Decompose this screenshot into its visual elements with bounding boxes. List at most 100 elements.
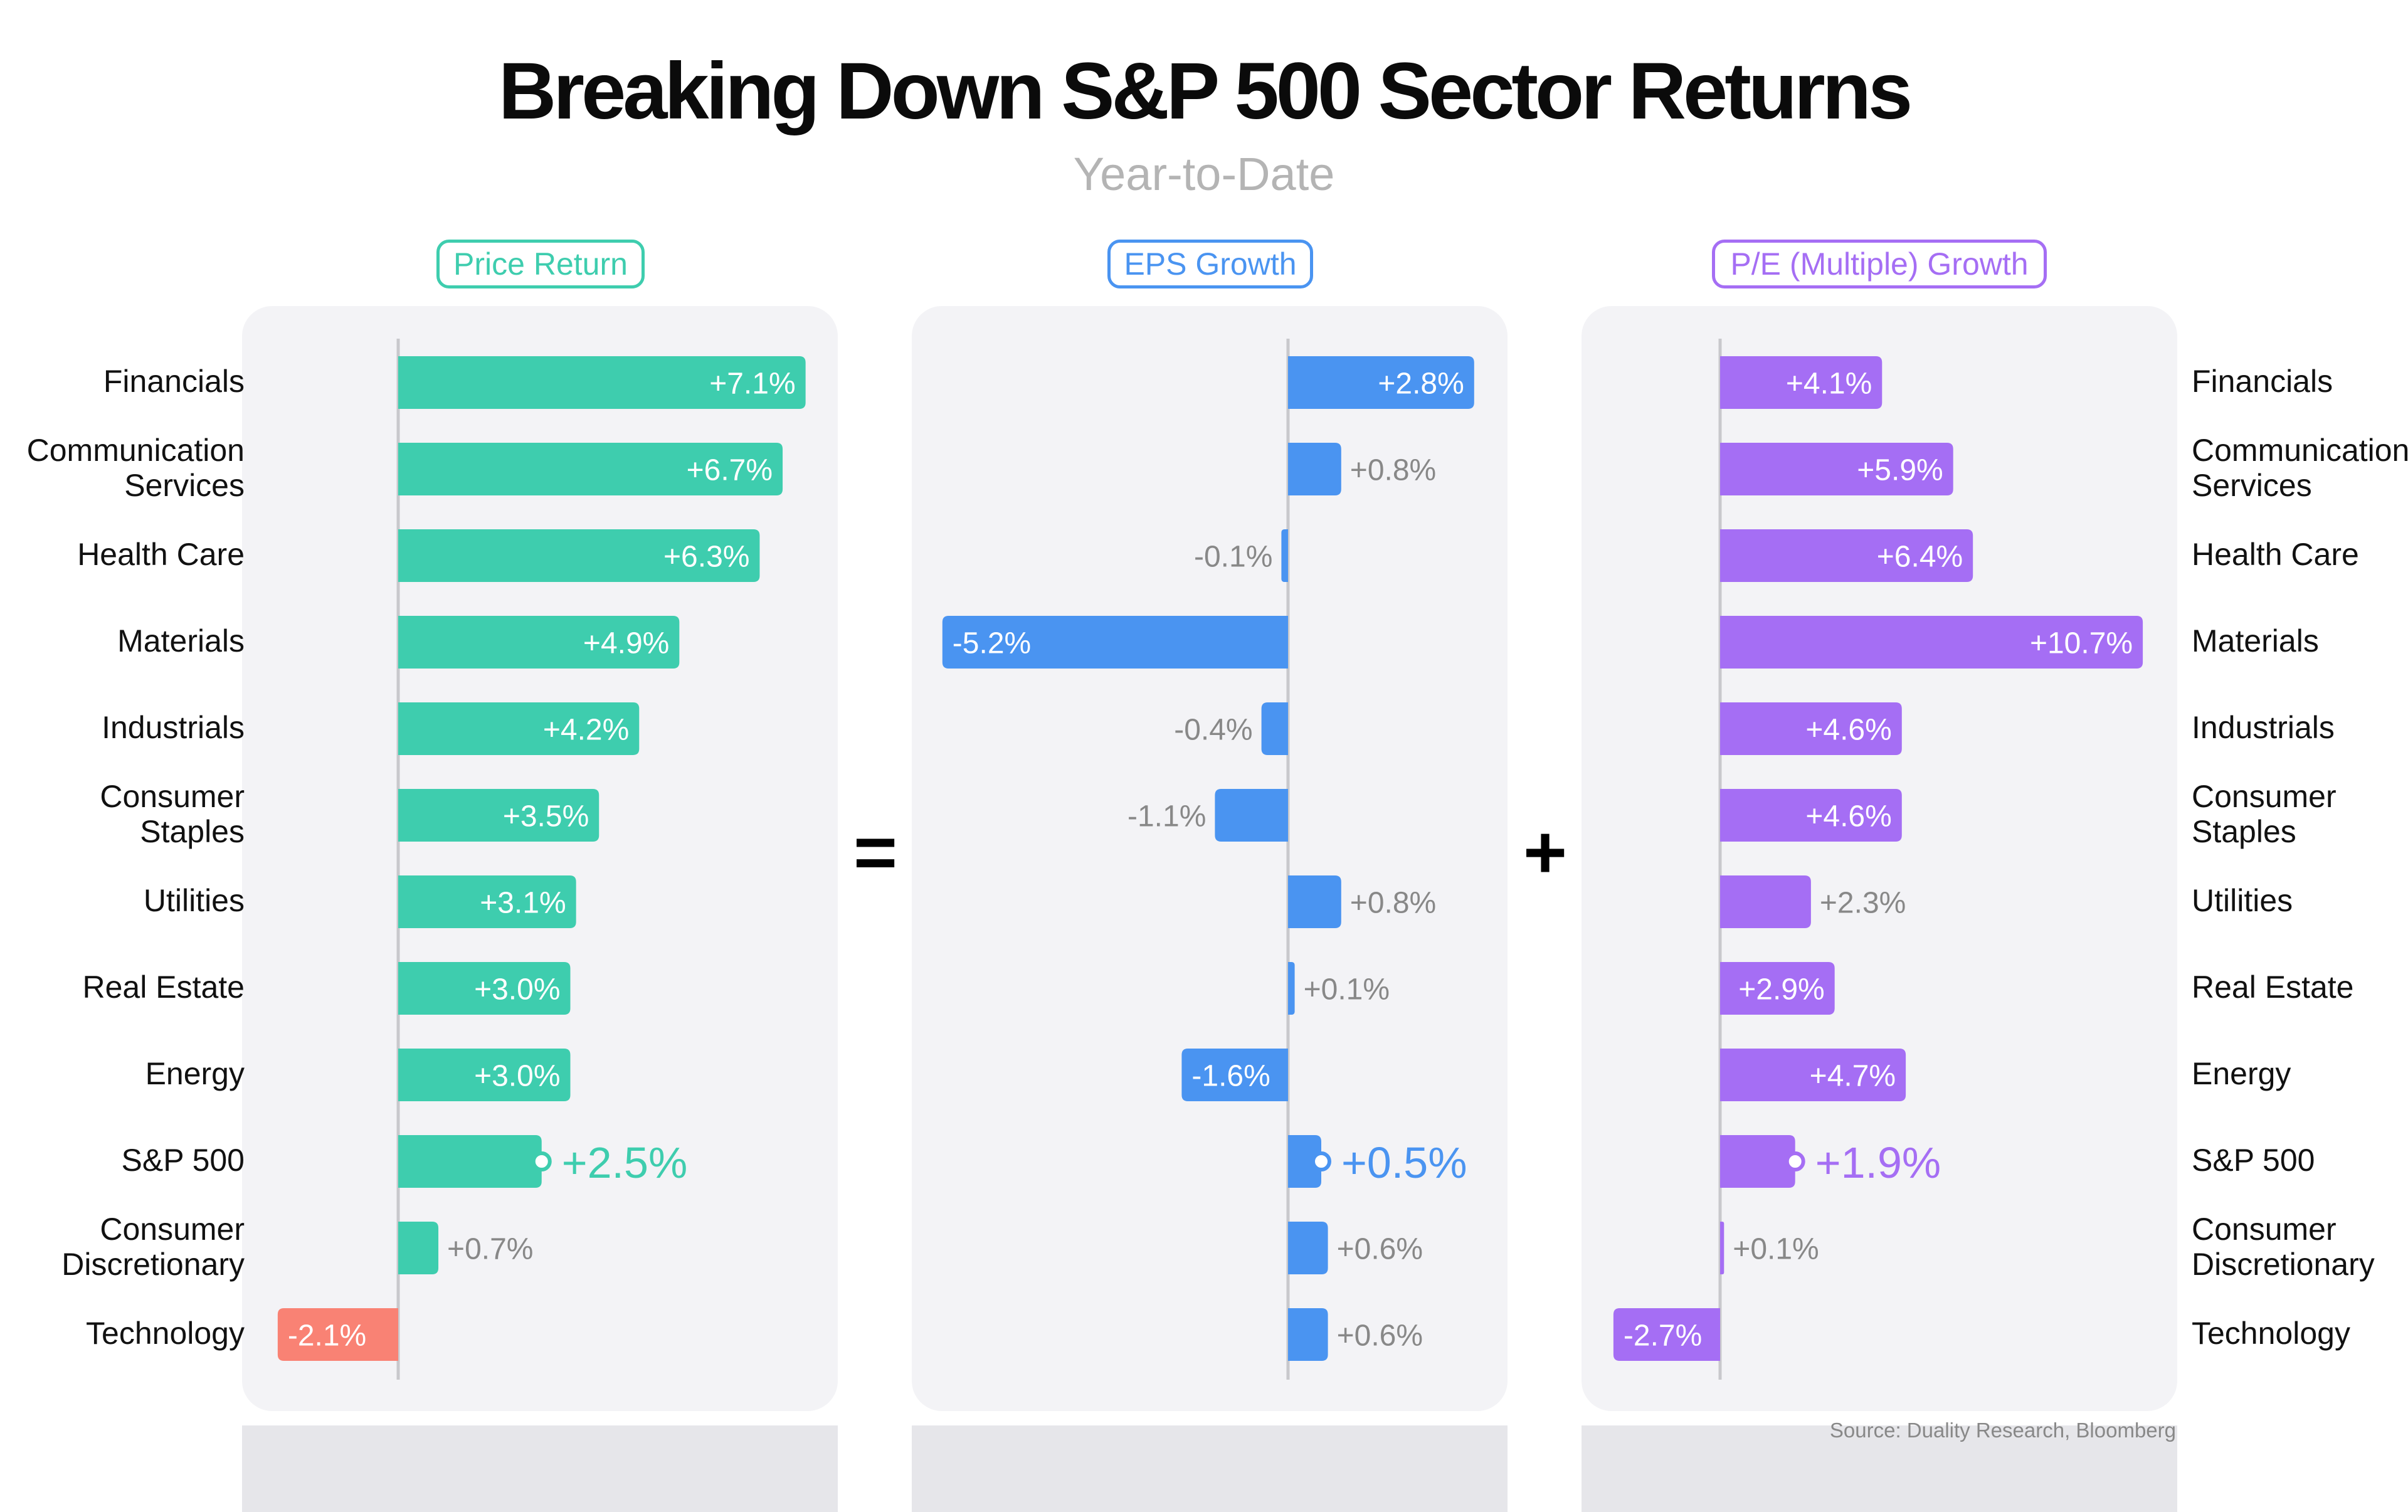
data-label-pe: +4.7%: [1810, 1060, 1896, 1093]
bar-price: [398, 1222, 439, 1274]
category-label-right: Financials: [2192, 364, 2408, 399]
bar-pe: [1720, 356, 1883, 409]
data-label-eps: +0.1%: [1304, 973, 1390, 1007]
data-label-eps: +0.6%: [1337, 1233, 1423, 1266]
data-label-price: +6.3%: [663, 541, 749, 574]
category-label-line: Financials: [2192, 364, 2333, 399]
bar-chart-area: +7.1% +6.7% +6.3% +4.9% +4.2% +3.5% +3.1% +3.0%…: [277, 339, 2143, 1380]
total-marker-dot: [1785, 1151, 1805, 1171]
category-label-left: Real Estate: [0, 970, 245, 1005]
category-label-line: S&P 500: [2192, 1143, 2315, 1178]
data-label-eps: +0.8%: [1350, 887, 1436, 920]
category-label-line: Staples: [2192, 814, 2296, 849]
category-label-line: Health Care: [2192, 537, 2359, 572]
category-label-right: Industrials: [2192, 710, 2408, 745]
category-label-right: Consumer Staples: [2192, 779, 2408, 849]
bar-eps: [1281, 529, 1288, 582]
bar-eps: [1288, 356, 1474, 409]
category-label-right: Energy: [2192, 1056, 2408, 1091]
data-label-price: +3.0%: [474, 973, 560, 1007]
data-label-price: +7.1%: [709, 367, 795, 401]
data-label-price: +4.9%: [583, 627, 669, 660]
category-label-left: Consumer Staples: [0, 779, 245, 849]
data-label-price: +3.0%: [474, 1060, 560, 1093]
category-label-line: Health Care: [77, 537, 245, 572]
category-label-line: Consumer: [2192, 779, 2337, 814]
total-marker-dot: [1311, 1151, 1331, 1171]
category-label-left: Industrials: [0, 710, 245, 745]
total-marker-dot: [531, 1151, 552, 1171]
bar-pe: [1720, 1049, 1906, 1101]
category-label-line: Communication: [2192, 433, 2408, 468]
bar-price: [398, 789, 599, 842]
data-label-eps: +2.8%: [1378, 367, 1464, 401]
bar-eps: [1288, 875, 1341, 928]
bar-eps: [1181, 1049, 1288, 1101]
data-label-eps: +0.8%: [1350, 454, 1436, 487]
category-label-left: Utilities: [0, 883, 245, 918]
category-label-line: Technology: [86, 1316, 245, 1351]
category-label-line: Utilities: [2192, 883, 2293, 918]
data-label-eps: +0.5%: [1341, 1138, 1467, 1187]
category-label-line: Materials: [117, 623, 245, 658]
category-label-line: Technology: [2192, 1316, 2350, 1351]
bar-eps: [1288, 962, 1295, 1015]
bar-pe: [1720, 443, 1953, 495]
data-label-price: +2.5%: [562, 1138, 687, 1187]
data-label-eps: -0.4%: [1174, 714, 1252, 747]
bar-eps: [1261, 702, 1288, 755]
bar-pe: [1720, 1222, 1724, 1274]
category-label-left: Communication Services: [0, 433, 245, 503]
category-label-line: Communication: [26, 433, 245, 468]
legend-pill-eps-growth: EPS Growth: [1107, 240, 1313, 288]
category-label-left: S&P 500: [0, 1143, 245, 1178]
bar-eps: [942, 616, 1288, 669]
category-label-left: Technology: [0, 1316, 245, 1351]
category-label-right: Materials: [2192, 623, 2408, 658]
category-label-right: Health Care: [2192, 537, 2408, 572]
data-label-pe: -2.7%: [1624, 1319, 1702, 1353]
bar-pe: [1720, 789, 1902, 842]
bar-price: [398, 875, 576, 928]
category-label-line: Consumer: [2192, 1212, 2337, 1247]
category-label-line: Real Estate: [82, 970, 245, 1005]
series-eps: +2.8% +0.8% -0.1% -5.2% -0.4% -1.1% +0.8% +0.1%…: [942, 339, 1474, 1380]
data-label-price: +3.1%: [480, 887, 566, 920]
category-label-line: Consumer: [100, 779, 245, 814]
category-label-line: Services: [2192, 468, 2312, 503]
category-label-line: Discretionary: [61, 1247, 245, 1282]
bar-pe: [1720, 702, 1902, 755]
bar-eps: [1288, 443, 1341, 495]
category-label-line: Consumer: [100, 1212, 245, 1247]
category-label-left: Energy: [0, 1056, 245, 1091]
data-label-eps: +0.6%: [1337, 1319, 1423, 1353]
data-label-pe: +2.3%: [1820, 887, 1906, 920]
bar-pe: [1720, 875, 1811, 928]
data-label-pe: +1.9%: [1815, 1138, 1941, 1187]
data-label-eps: -5.2%: [953, 627, 1031, 660]
category-label-right: Utilities: [2192, 883, 2408, 918]
category-label-line: Services: [124, 468, 245, 503]
category-label-line: Industrials: [102, 710, 245, 745]
category-label-line: Energy: [145, 1056, 245, 1091]
bar-eps: [1288, 1308, 1328, 1361]
category-label-line: Discretionary: [2192, 1247, 2375, 1282]
chart-title: Breaking Down S&P 500 Sector Returns: [498, 46, 1913, 136]
data-label-eps: -1.1%: [1127, 800, 1206, 833]
bar-price: [398, 1049, 571, 1101]
category-label-line: Materials: [2192, 623, 2319, 658]
category-label-left: Consumer Discretionary: [0, 1212, 245, 1282]
data-label-price: +6.7%: [687, 454, 773, 487]
category-label-right: Real Estate: [2192, 970, 2408, 1005]
data-label-price: +0.7%: [447, 1233, 533, 1266]
plus-operator: +: [1523, 810, 1568, 894]
bar-pe: [1720, 529, 1973, 582]
category-label-line: Energy: [2192, 1056, 2291, 1091]
bar-price: [277, 1308, 398, 1361]
bar-price: [398, 962, 571, 1015]
category-label-line: Financials: [103, 364, 245, 399]
data-label-price: -2.1%: [288, 1319, 366, 1353]
category-label-line: Industrials: [2192, 710, 2335, 745]
category-label-right: Technology: [2192, 1316, 2408, 1351]
equals-operator: =: [853, 810, 898, 894]
